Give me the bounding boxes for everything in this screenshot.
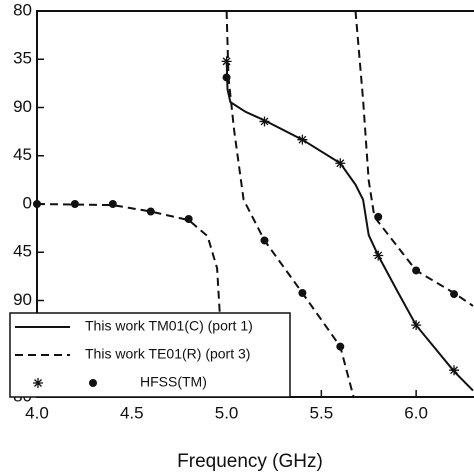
y-tick-label: 80 (13, 0, 32, 19)
marker-circle (70, 200, 79, 208)
marker-asterisk (259, 116, 270, 127)
marker-asterisk (33, 378, 43, 388)
y-tick-label: 90 (13, 97, 32, 116)
x-tick-label: 6.0 (404, 403, 428, 422)
legend-label: This work TE01(R) (port 3) (85, 346, 250, 362)
marker-circle (298, 288, 307, 297)
marker-circle (33, 200, 41, 208)
marker-circle (89, 379, 97, 387)
y-tick-label: 0 (23, 193, 32, 212)
marker-circle (108, 200, 117, 208)
marker-circle (336, 342, 345, 351)
series-line (225, 59, 474, 392)
y-tick-label: 35 (13, 49, 32, 68)
marker-circle (146, 207, 155, 216)
marker-asterisk (221, 56, 232, 67)
legend: This work TM01(C) (port 1) This work TE01… (9, 312, 291, 398)
marker-asterisk (335, 158, 346, 169)
x-tick-label: 5.5 (310, 403, 334, 422)
marker-circle (412, 266, 421, 275)
x-tick-label: 5.0 (215, 403, 239, 422)
marker-asterisk (297, 134, 308, 145)
marker-circle (374, 212, 383, 221)
marker-circle (260, 236, 269, 245)
marker-circle (184, 215, 193, 224)
legend-label: This work TM01(C) (port 1) (85, 318, 253, 334)
y-tick-label: 45 (13, 145, 32, 164)
legend-label: HFSS(TM) (140, 374, 207, 390)
marker-asterisk (449, 365, 460, 376)
y-tick-label: 90 (13, 290, 32, 309)
marker-asterisk (411, 320, 422, 331)
x-axis-label: Frequency (GHz) (177, 451, 323, 472)
x-tick-label: 4.5 (120, 403, 144, 422)
x-tick-label: 4.0 (25, 403, 49, 422)
y-tick-label: 45 (13, 242, 32, 261)
marker-asterisk (373, 250, 384, 261)
marker-circle (450, 290, 459, 299)
marker-circle (222, 73, 231, 82)
